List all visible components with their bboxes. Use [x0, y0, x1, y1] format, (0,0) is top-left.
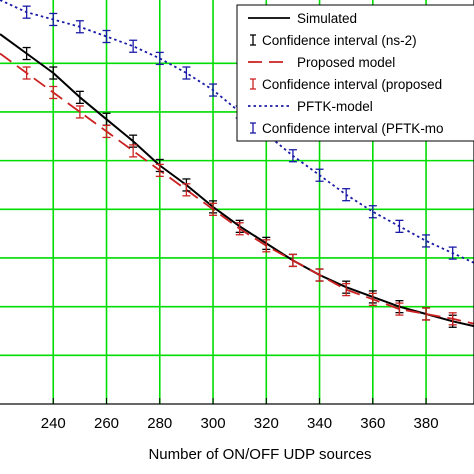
x-ticks: 240 260 280 300 320 340 360 380 [41, 398, 439, 432]
x-tick-label-280: 280 [147, 415, 172, 432]
error-bar-pftk-model-240 [49, 12, 58, 27]
error-bar-pftk-model-290 [182, 66, 191, 80]
error-bar-pftk-model-260 [102, 29, 111, 44]
error-bar-proposed-model-330 [288, 253, 297, 268]
legend-label-2: Proposed model [297, 55, 395, 70]
error-bar-pftk-model-340 [315, 168, 324, 182]
error-bar-proposed-model-300 [209, 202, 218, 216]
error-bar-simulated-250 [75, 90, 84, 104]
x-tick-label-380: 380 [414, 415, 439, 432]
x-tick-label-260: 260 [94, 415, 119, 432]
x-tick-label-340: 340 [307, 415, 332, 432]
error-bar-simulated-240 [49, 66, 58, 80]
legend-label-0: Simulated [297, 11, 357, 26]
error-bar-pftk-model-270 [129, 39, 138, 53]
x-tick-label-320: 320 [254, 415, 279, 432]
error-bar-pftk-model-360 [368, 205, 377, 219]
legend-label-1: Confidence interval (ns-2) [262, 33, 417, 48]
error-bar-proposed-model-270 [129, 144, 138, 158]
legend: Simulated Confidence interval (ns-2) Propo… [236, 4, 474, 142]
legend-swatch-errorbar-5 [250, 122, 256, 134]
error-bar-pftk-model-390 [448, 246, 457, 260]
error-bar-pftk-model-250 [75, 20, 84, 34]
error-bar-simulated-230 [22, 46, 31, 61]
legend-label-4: PFTK-model [297, 99, 373, 114]
error-bar-pftk-model-370 [395, 219, 404, 233]
error-bar-proposed-model-250 [75, 105, 84, 119]
error-bar-pftk-model-330 [288, 149, 297, 163]
error-bar-pftk-model-350 [342, 188, 351, 202]
error-bar-proposed-model-310 [235, 222, 244, 236]
error-bar-proposed-model-260 [102, 124, 111, 139]
error-bar-pftk-model-280 [155, 51, 164, 66]
plot-frame [0, 0, 474, 405]
error-bar-proposed-model-320 [262, 239, 271, 253]
x-tick-label-360: 360 [360, 415, 385, 432]
legend-label-5: Confidence interval (PFTK-mo [262, 121, 444, 136]
error-bar-proposed-model-370 [395, 302, 404, 316]
error-bar-proposed-model-390 [448, 312, 457, 326]
legend-label-3: Confidence interval (proposed [262, 77, 442, 92]
legend-box [236, 4, 474, 142]
x-axis-label: Number of ON/OFF UDP sources [148, 446, 371, 463]
error-bar-pftk-model-300 [209, 83, 218, 97]
x-tick-label-300: 300 [201, 415, 226, 432]
legend-swatch-errorbar-1 [250, 34, 256, 46]
error-bar-proposed-model-340 [315, 268, 324, 282]
error-bar-proposed-model-360 [368, 292, 377, 306]
error-bar-proposed-model-350 [342, 282, 351, 297]
error-bar-proposed-model-280 [155, 163, 164, 178]
error-bar-proposed-model-380 [422, 307, 431, 321]
legend-swatch-errorbar-3 [250, 78, 256, 90]
error-bar-proposed-model-240 [49, 85, 58, 100]
error-bar-pftk-model-230 [22, 5, 31, 19]
x-tick-label-240: 240 [41, 415, 66, 432]
error-bar-proposed-model-230 [22, 66, 31, 80]
error-bar-proposed-model-290 [182, 183, 191, 197]
error-bar-pftk-model-380 [422, 234, 431, 248]
